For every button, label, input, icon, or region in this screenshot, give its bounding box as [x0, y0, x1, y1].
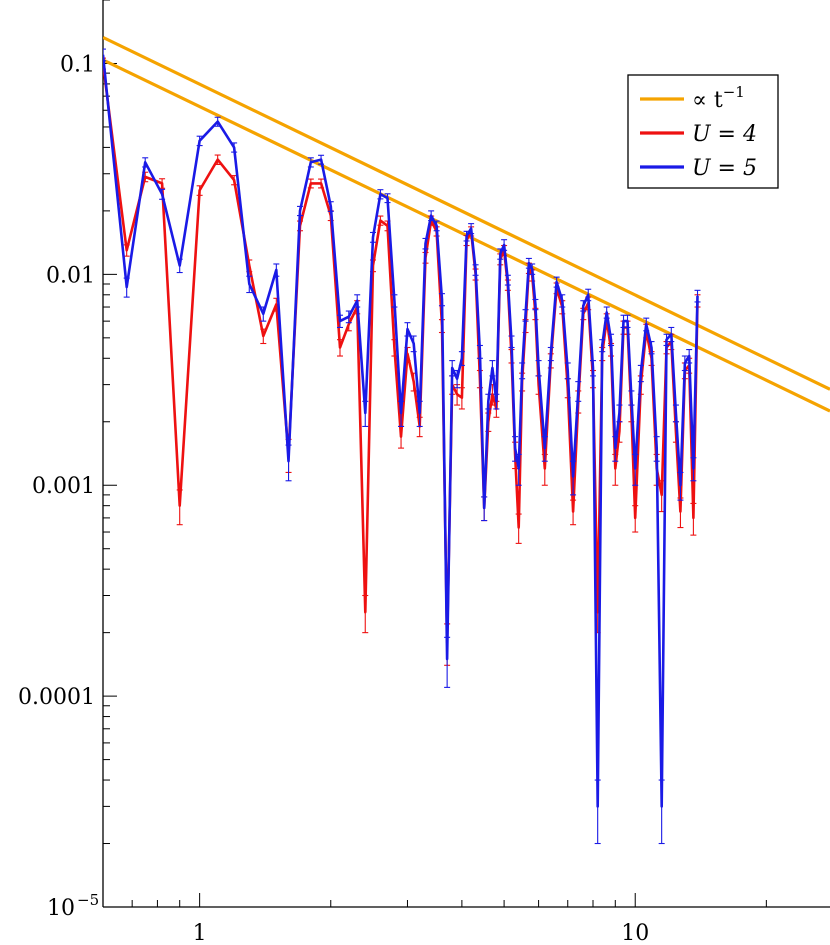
- y-tick-label: 0.1: [60, 52, 95, 77]
- y-tick-label: 0.0001: [18, 685, 95, 710]
- reference-line-0: [103, 35, 830, 391]
- y-tick-label-exponent: −5: [77, 891, 99, 909]
- legend-label-ref: ∝ t−1: [692, 83, 745, 113]
- x-ticks: 1 10: [102, 893, 767, 945]
- legend-label-u4: U = 4: [692, 122, 757, 147]
- legend-label-u5: U = 5: [692, 156, 757, 181]
- y-ticks: 0.1 0.01 0.001 0.0001 10 −5: [18, 0, 117, 921]
- x-tick-label: 10: [621, 921, 649, 945]
- axes: [102, 0, 830, 908]
- legend-label-ref-sup: −1: [723, 83, 745, 101]
- y-tick-label: 10: [47, 896, 75, 921]
- legend: ∝ t−1 U = 4 U = 5: [627, 74, 779, 189]
- y-tick-label: 0.001: [32, 474, 95, 499]
- x-tick-label: 1: [193, 921, 207, 945]
- series-layer: [103, 35, 830, 845]
- legend-label-ref-base: ∝ t: [692, 88, 723, 113]
- y-tick-label: 0.01: [46, 263, 95, 288]
